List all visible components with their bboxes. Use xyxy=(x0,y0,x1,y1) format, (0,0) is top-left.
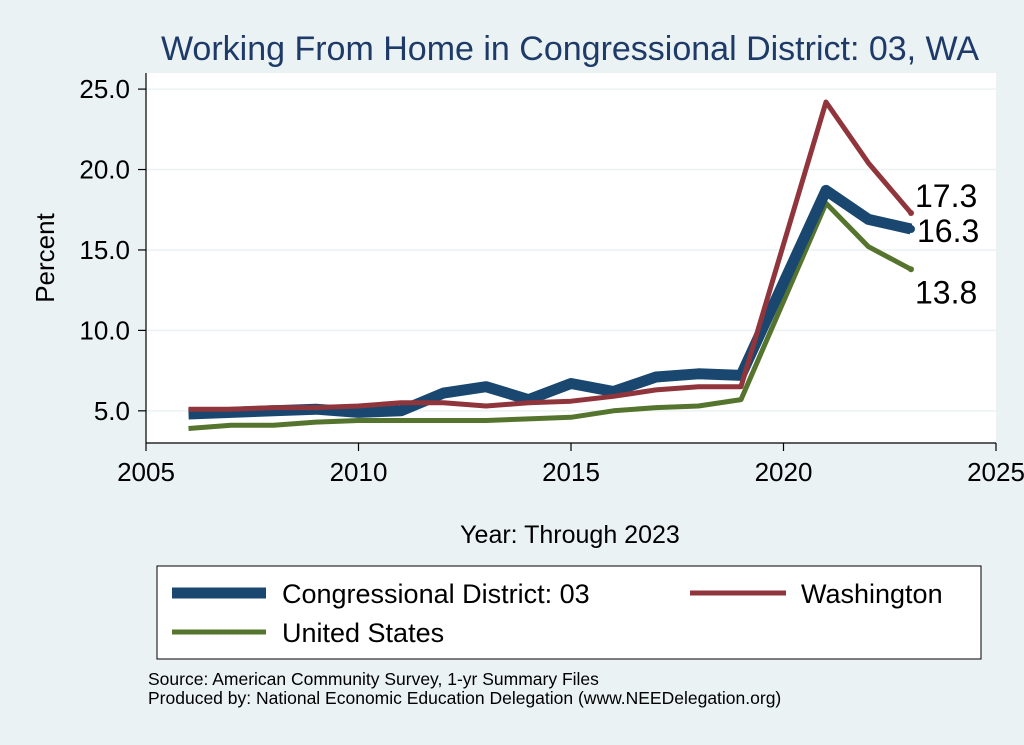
series-lines xyxy=(188,99,915,431)
x-tick-label: 2015 xyxy=(542,457,600,487)
end-label-united-states: 13.8 xyxy=(915,274,977,310)
legend-label-congressional-district: Congressional District: 03 xyxy=(282,579,590,609)
series-line-united-states xyxy=(188,200,913,431)
end-point-united-states xyxy=(908,266,914,273)
series-line-washington xyxy=(188,99,913,412)
y-tick-label: 15.0 xyxy=(79,235,130,265)
end-label-congressional-district-03: 16.3 xyxy=(917,213,979,249)
y-tick-label: 20.0 xyxy=(79,155,130,185)
y-tick-label: 10.0 xyxy=(79,315,130,345)
y-axis-label: Percent xyxy=(30,212,60,302)
x-tick-label: 2020 xyxy=(755,457,813,487)
producer-line: Produced by: National Economic Education… xyxy=(148,688,782,708)
legend-box xyxy=(156,565,982,660)
end-point-washington xyxy=(908,209,914,216)
y-tick-label: 5.0 xyxy=(94,396,130,426)
legend-label-washington: Washington xyxy=(801,579,943,609)
x-tick-label: 2010 xyxy=(330,457,388,487)
legend-label-united-states: United States xyxy=(282,618,444,648)
chart-title: Working From Home in Congressional Distr… xyxy=(161,30,979,68)
ticks: 5.0 10.0 15.0 20.0 25.0 2005 2010 2015 2020 2025 xyxy=(79,74,1024,487)
source-line: Source: American Community Survey, 1-yr … xyxy=(148,669,599,689)
legend: Congressional District: 03 Washington Un… xyxy=(156,565,982,660)
x-tick-label: 2025 xyxy=(967,457,1024,487)
x-tick-label: 2005 xyxy=(117,457,175,487)
end-point-congressional-district-03 xyxy=(907,225,915,234)
end-label-washington: 17.3 xyxy=(915,178,977,214)
y-tick-label: 25.0 xyxy=(79,74,130,104)
end-labels: 16.317.3 13.8 xyxy=(915,178,979,310)
source-note: Source: American Community Survey, 1-yr … xyxy=(148,670,781,708)
x-axis-label: Year: Through 2023 xyxy=(460,521,680,549)
